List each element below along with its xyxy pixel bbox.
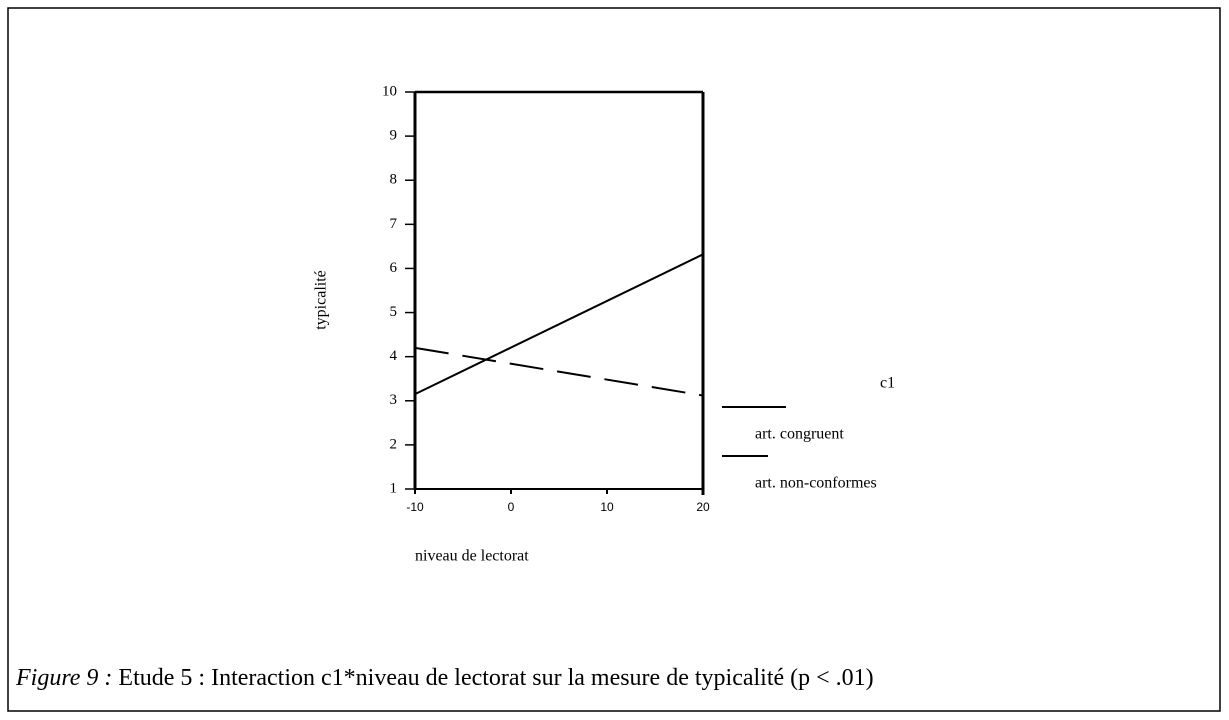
x-tick-label: 0 bbox=[508, 500, 515, 514]
series-line bbox=[414, 253, 704, 396]
caption: Figure 9 : Etude 5 : Interaction c1*nivea… bbox=[15, 665, 874, 691]
caption-label: Figure 9 : bbox=[15, 665, 112, 691]
x-tick-label: 20 bbox=[696, 500, 710, 514]
y-axis-label: typicalité bbox=[313, 270, 330, 330]
y-tick-label: 7 bbox=[390, 216, 398, 232]
series-line bbox=[414, 346, 704, 397]
y-tick-label: 2 bbox=[390, 436, 398, 452]
x-axis-label: niveau de lectorat bbox=[415, 548, 529, 565]
x-tick-label: -10 bbox=[406, 500, 424, 514]
y-tick-label: 3 bbox=[390, 392, 398, 408]
y-tick-label: 1 bbox=[390, 480, 398, 496]
caption-text: Etude 5 : Interaction c1*niveau de lecto… bbox=[118, 665, 873, 691]
y-tick-label: 8 bbox=[390, 172, 398, 188]
figure-frame bbox=[7, 7, 1221, 712]
y-tick-label: 10 bbox=[382, 83, 397, 99]
y-tick-label: 9 bbox=[390, 128, 398, 144]
x-tick-label: 10 bbox=[600, 500, 614, 514]
legend-label: art. non-conformes bbox=[755, 475, 877, 492]
y-tick-label: 5 bbox=[390, 304, 398, 320]
legend-title: c1 bbox=[880, 375, 895, 392]
y-tick-label: 4 bbox=[390, 348, 398, 364]
y-tick-label: 6 bbox=[390, 260, 398, 276]
legend-label: art. congruent bbox=[755, 426, 844, 443]
